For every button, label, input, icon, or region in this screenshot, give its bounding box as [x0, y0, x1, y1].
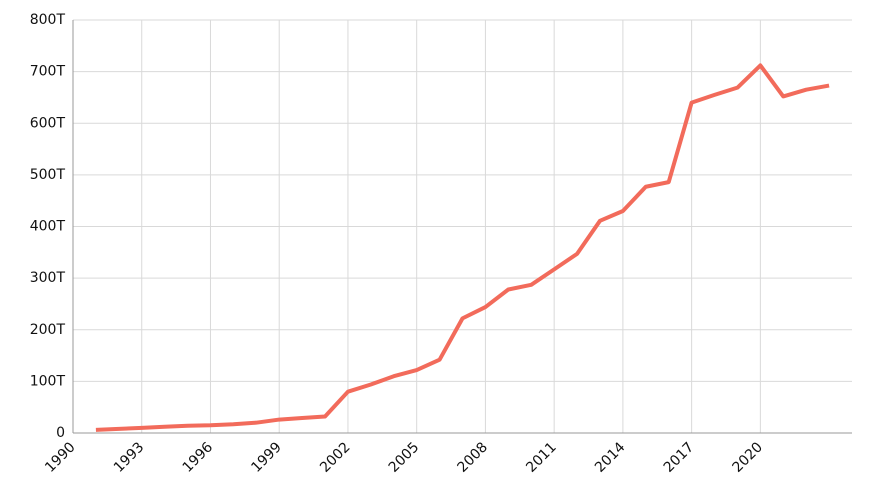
data-line [95, 63, 830, 432]
y-tick-label: 800T [30, 12, 66, 28]
y-tick-label: 700T [30, 64, 66, 80]
y-tick-label: 400T [30, 219, 66, 235]
x-tick-label: 2017 [661, 439, 698, 476]
x-tick-label: 1996 [180, 439, 217, 476]
x-tick-label: 2011 [523, 439, 560, 476]
x-tick-label: 2005 [386, 439, 423, 476]
y-tick-label: 200T [30, 322, 66, 338]
x-tick-label: 1999 [248, 439, 285, 476]
y-tick-label: 100T [30, 373, 66, 389]
x-tick-label: 2014 [592, 439, 629, 476]
x-tick-label: 2008 [455, 439, 492, 476]
y-tick-label: 300T [30, 270, 66, 286]
x-tick-label: 2002 [317, 439, 354, 476]
y-tick-label: 0 [56, 425, 65, 441]
x-tick-label: 2020 [729, 439, 766, 476]
x-tick-label: 1990 [42, 439, 79, 476]
x-tick-label: 1993 [111, 439, 148, 476]
y-tick-label: 600T [30, 115, 66, 131]
y-tick-label: 500T [30, 167, 66, 183]
